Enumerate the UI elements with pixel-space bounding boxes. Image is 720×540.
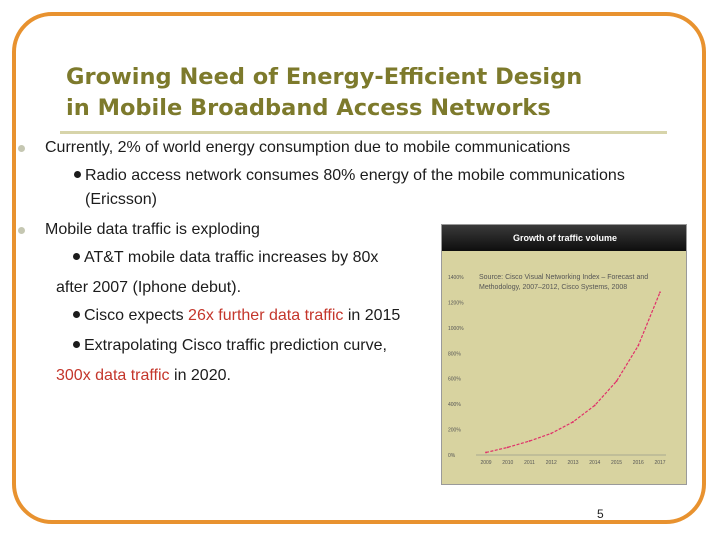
bullet-2-sub-2-pre: Cisco expects	[84, 307, 189, 324]
series-line-traffic	[485, 292, 661, 454]
bullet-1-marker	[18, 145, 25, 152]
bullet-2-sub-3-post: in 2020.	[169, 367, 231, 384]
bullet-1-sub-1-line-1: Radio access network consumes 80% energy…	[85, 167, 625, 184]
y-tick-label: 1200%	[448, 300, 464, 306]
y-tick-label: 600%	[448, 377, 461, 383]
title-line-2: in Mobile Broadband Access Networks	[66, 95, 551, 121]
data-point	[528, 440, 531, 442]
y-tick-label: 800%	[448, 351, 461, 357]
x-tick-label: 2013	[567, 460, 578, 466]
x-tick-label: 2012	[546, 460, 557, 466]
traffic-chart: Growth of traffic volume Source: Cisco V…	[441, 224, 687, 485]
bullet-2-text: Mobile data traffic is exploding	[45, 221, 260, 238]
x-tick-label: 2011	[524, 460, 535, 466]
data-point	[593, 404, 596, 407]
x-tick-label: 2010	[502, 460, 513, 466]
bullet-2-sub-3-line-1: Extrapolating Cisco traffic prediction c…	[84, 337, 387, 354]
data-point	[506, 446, 509, 449]
y-tick-label: 0%	[448, 453, 456, 459]
bullet-2-sub-3-highlight: 300x data traffic	[56, 367, 170, 384]
bullet-1-sub-1: Radio access network consumes 80% energy…	[74, 166, 625, 186]
x-tick-label: 2009	[480, 460, 491, 466]
y-tick-label: 200%	[448, 428, 461, 434]
bullet-2-sub-3-line-2: 300x data traffic in 2020.	[56, 366, 231, 386]
data-point	[572, 421, 574, 423]
bullet-2-sub-3: Extrapolating Cisco traffic prediction c…	[73, 336, 387, 356]
data-point	[659, 291, 661, 294]
slide-title: Growing Need of Energy-Efficient Design …	[66, 62, 666, 124]
sub-bullet-dot	[73, 253, 80, 260]
sub-bullet-dot	[73, 341, 80, 348]
x-tick-label: 2016	[633, 460, 644, 466]
bullet-2-sub-1-line-2: after 2007 (Iphone debut).	[56, 279, 242, 296]
bullet-1-text: Currently, 2% of world energy consumptio…	[45, 139, 571, 156]
title-line-1: Growing Need of Energy-Efficient Design	[66, 64, 583, 90]
bullet-2-sub-2: Cisco expects 26x further data traffic i…	[73, 306, 400, 326]
data-point	[637, 344, 640, 347]
chart-source: Source: Cisco Visual Networking Index – …	[479, 274, 649, 291]
bullet-1-sub-1-line-2: (Ericsson)	[85, 191, 158, 208]
x-tick-label: 2015	[611, 460, 622, 466]
slide-frame	[12, 12, 706, 524]
bullet-2-sub-1: AT&T mobile data traffic increases by 80…	[73, 248, 378, 268]
page-number: 5	[597, 507, 604, 521]
title-underline	[60, 131, 667, 134]
x-tick-label: 2014	[589, 460, 600, 466]
bullet-2-sub-2-post: in 2015	[343, 307, 401, 324]
bullet-2-sub-1-line-1: AT&T mobile data traffic increases by 80…	[84, 249, 379, 266]
data-point	[550, 432, 553, 435]
bullet-2-marker	[18, 227, 25, 234]
data-point	[615, 380, 618, 383]
chart-title: Growth of traffic volume	[442, 225, 686, 251]
sub-bullet-dot	[73, 311, 80, 318]
y-tick-label: 1400%	[448, 275, 464, 281]
y-tick-label: 400%	[448, 402, 461, 408]
bullet-2-sub-2-highlight: 26x further data traffic	[188, 307, 344, 324]
sub-bullet-dot	[74, 171, 81, 178]
y-tick-label: 1000%	[448, 326, 464, 332]
data-point	[485, 451, 487, 454]
x-tick-label: 2017	[654, 460, 665, 466]
chart-plot: 1400% 1200% 1000% 800% 600% 400% 200% 0% 2009 201…	[448, 275, 666, 466]
